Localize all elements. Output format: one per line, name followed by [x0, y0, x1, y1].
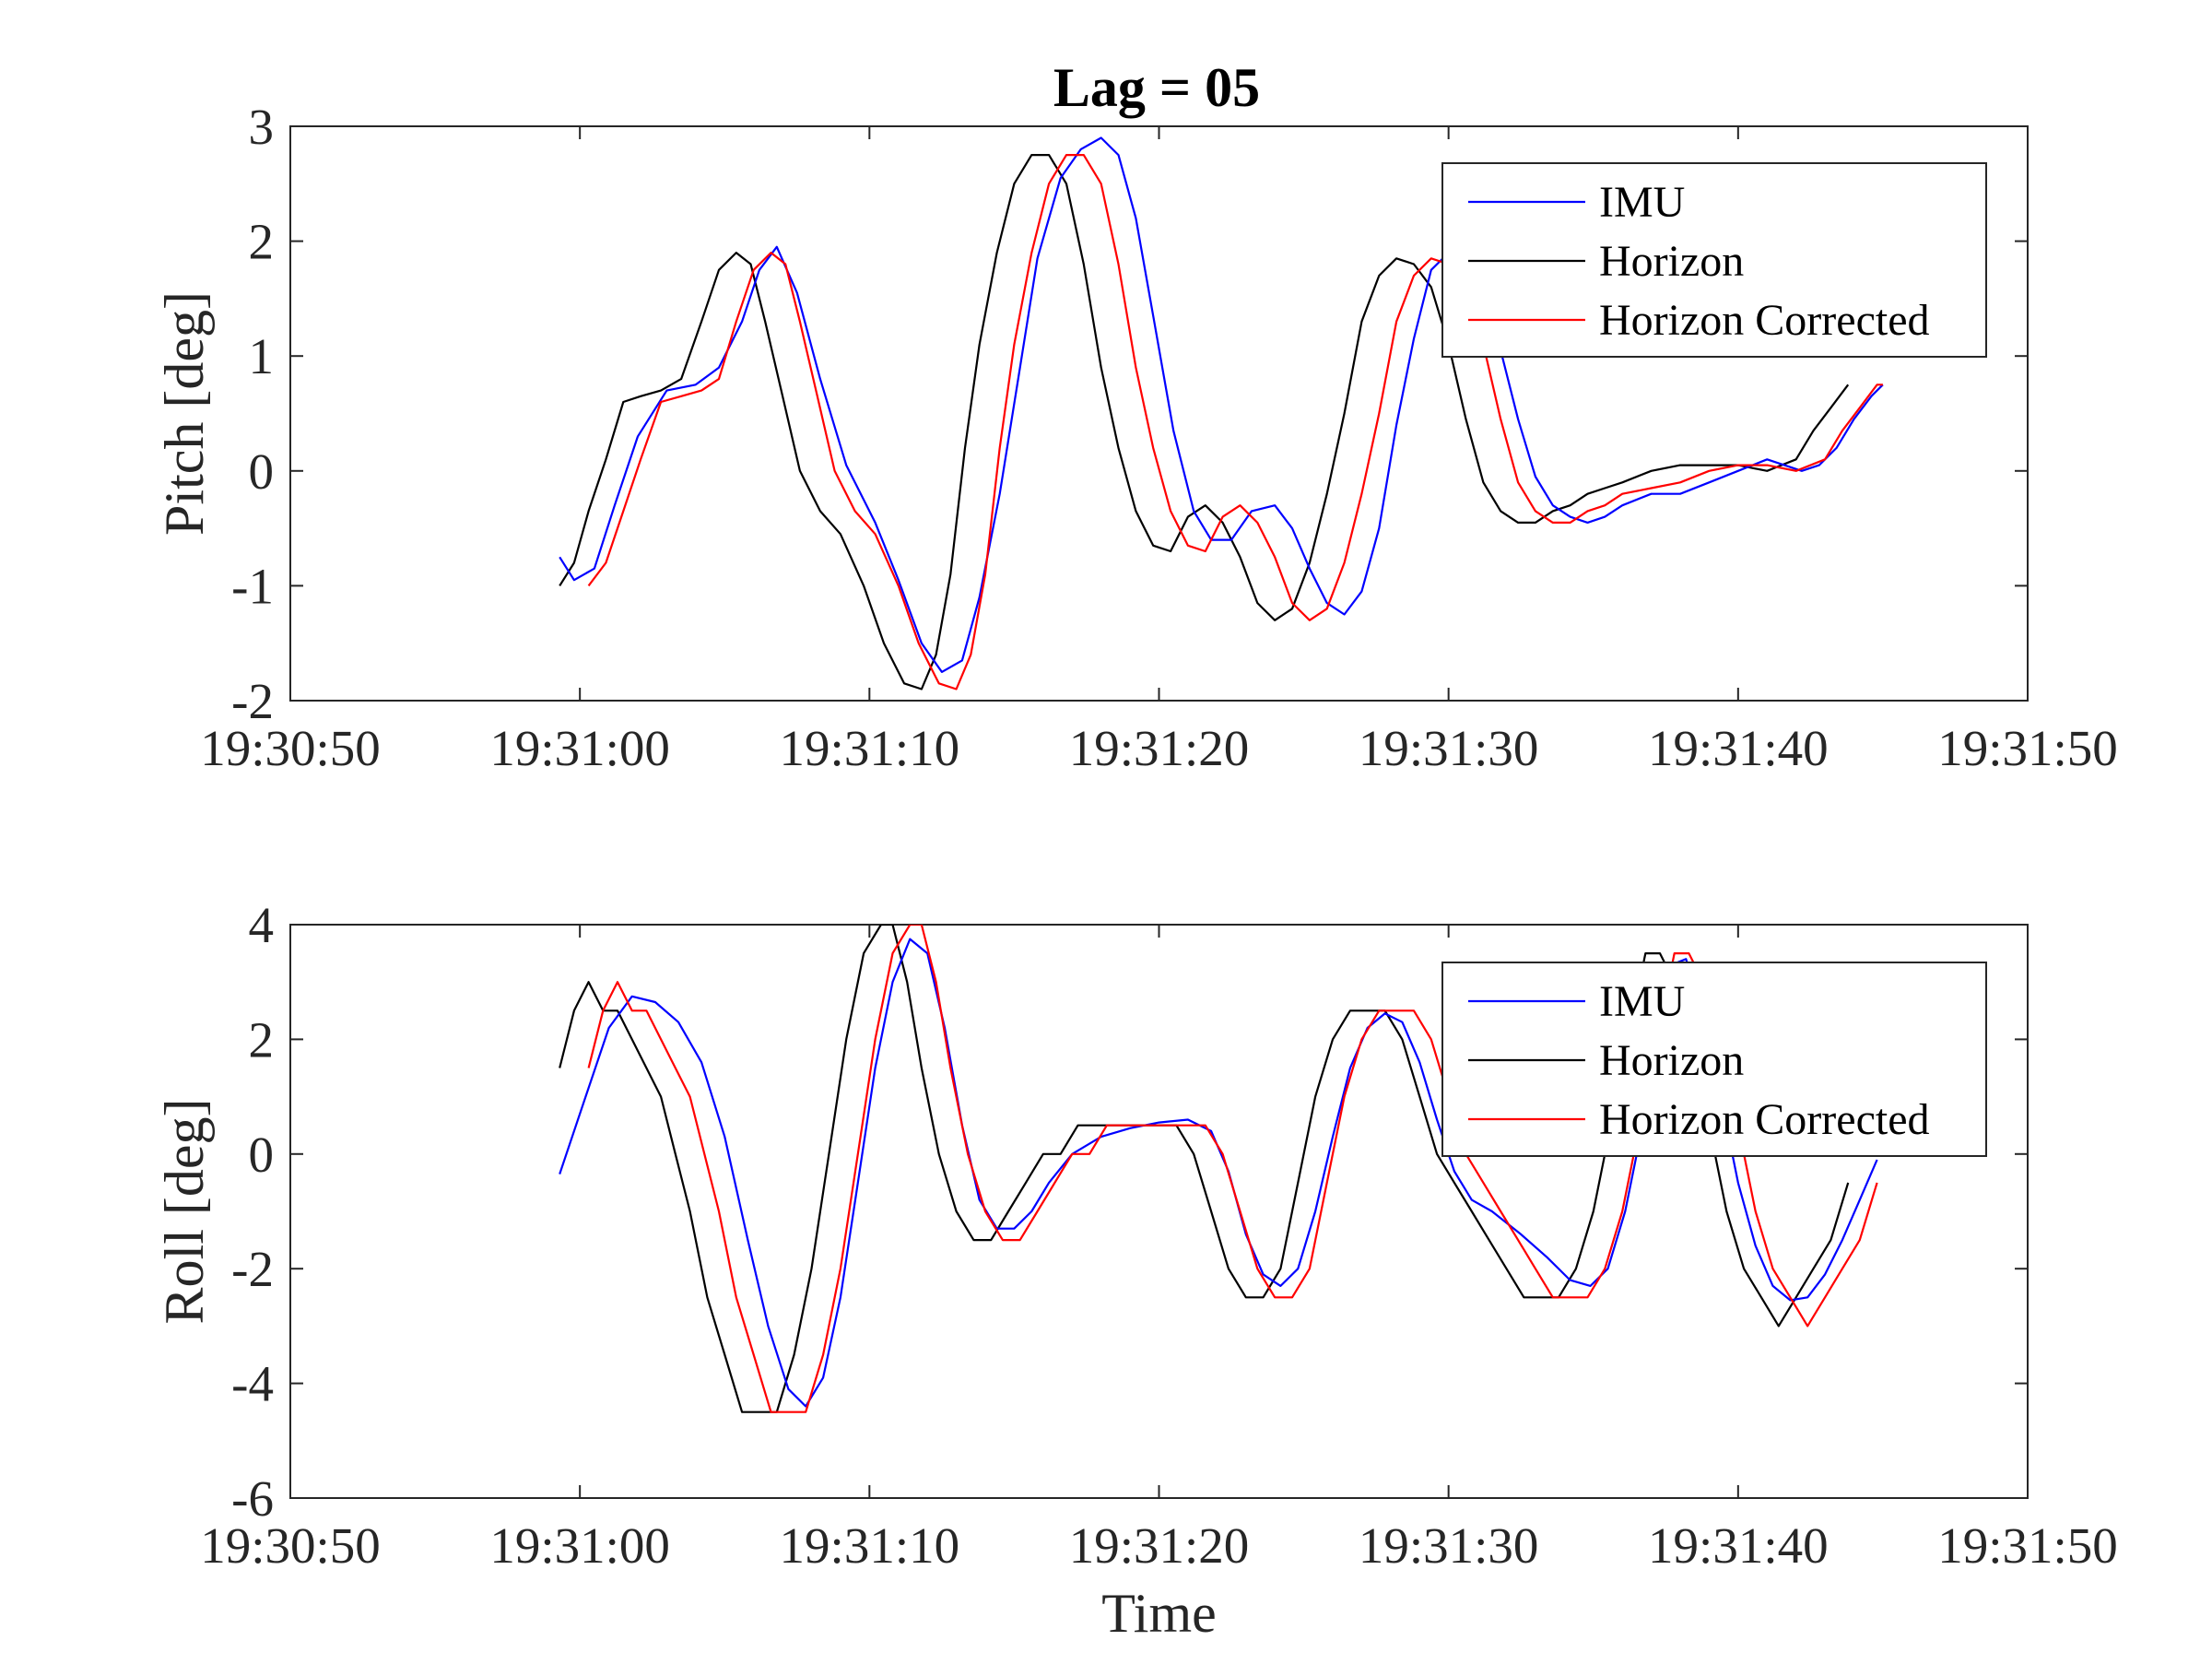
y-tick-label: 0 — [249, 443, 275, 500]
y-tick-label: 2 — [249, 214, 275, 270]
legend-entry-imu: IMU — [1599, 977, 1685, 1026]
series-line-horizon — [559, 154, 1850, 690]
pitch-panel: 19:30:50 19:31:00 19:31:10 19:31:20 19:31:30… — [154, 99, 2118, 776]
legend-entry-horizon-corrected: Horizon Corrected — [1599, 296, 1930, 345]
y-tick-label: -4 — [231, 1356, 274, 1412]
y-tick-label: 2 — [249, 1011, 275, 1068]
legend-entry-imu: IMU — [1599, 178, 1685, 227]
plot-lines — [559, 136, 1884, 690]
y-tick-label: -2 — [231, 1241, 274, 1297]
x-tick-label: 19:31:50 — [1937, 720, 2118, 776]
roll-panel: 19:30:50 19:31:00 19:31:10 19:31:20 19:31:30… — [154, 897, 2118, 1644]
x-tick-label: 19:31:20 — [1069, 720, 1250, 776]
x-axis-label: Time — [1101, 1583, 1217, 1644]
x-tick-label: 19:30:50 — [200, 1517, 381, 1574]
legend-entry-horizon: Horizon — [1599, 1036, 1744, 1085]
legend: IMU Horizon Horizon Corrected — [1441, 162, 1987, 358]
series-line-imu — [559, 136, 1884, 674]
y-tick-label: -6 — [231, 1470, 274, 1527]
y-axis-label: Roll [deg] — [154, 1099, 215, 1325]
x-tick-label: 19:31:40 — [1648, 720, 1829, 776]
x-tick-label: 19:31:20 — [1069, 1517, 1250, 1574]
legend-entry-horizon-corrected: Horizon Corrected — [1599, 1095, 1930, 1144]
series-line-horizon-corrected — [587, 154, 1883, 690]
x-tick-label: 19:31:00 — [489, 720, 670, 776]
y-tick-label: 3 — [249, 99, 275, 155]
y-tick-label: 0 — [249, 1127, 275, 1183]
x-tick-label: 19:31:10 — [780, 1517, 960, 1574]
y-tick-label: 1 — [249, 328, 275, 384]
legend: IMU Horizon Horizon Corrected — [1441, 962, 1987, 1157]
x-tick-label: 19:31:30 — [1359, 1517, 1539, 1574]
x-tick-label: 19:30:50 — [200, 720, 381, 776]
x-tick-label: 19:31:10 — [780, 720, 960, 776]
x-tick-label: 19:31:40 — [1648, 1517, 1829, 1574]
series-line-imu — [559, 938, 1878, 1408]
x-tick-label: 19:31:50 — [1937, 1517, 2118, 1574]
y-tick-label: -2 — [231, 673, 274, 729]
x-tick-label: 19:31:00 — [489, 1517, 670, 1574]
y-axis-label: Pitch [deg] — [154, 291, 215, 536]
y-tick-label: 4 — [249, 897, 275, 953]
chart-title: Lag = 05 — [1053, 57, 1260, 118]
y-tick-label: -1 — [231, 558, 274, 614]
legend-entry-horizon: Horizon — [1599, 237, 1744, 286]
x-tick-label: 19:31:30 — [1359, 720, 1539, 776]
